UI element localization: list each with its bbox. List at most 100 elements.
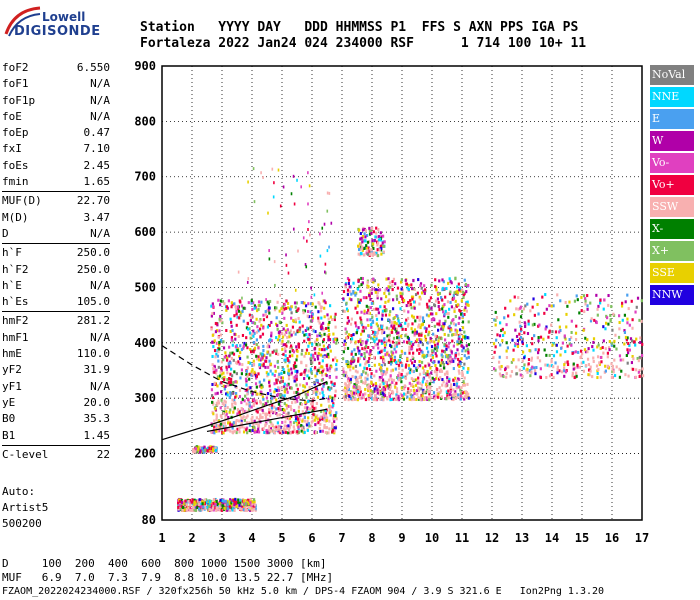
echo-point: [371, 390, 374, 394]
echo-point: [218, 374, 222, 378]
echo-point: [323, 355, 326, 359]
echo-point: [321, 365, 324, 369]
echo-point: [626, 321, 629, 325]
echo-point: [345, 394, 349, 398]
echo-point: [411, 361, 414, 365]
echo-point: [269, 427, 273, 431]
echo-point: [250, 299, 253, 303]
echo-point: [548, 304, 551, 308]
echo-point: [219, 390, 223, 394]
echo-point: [234, 420, 237, 424]
echo-point: [450, 383, 453, 387]
echo-point: [212, 498, 216, 502]
echo-point: [466, 370, 469, 374]
echo-point: [284, 430, 287, 434]
echo-point: [355, 386, 358, 390]
echo-point: [604, 364, 607, 368]
parameter-name: hmF2: [2, 314, 29, 328]
echo-point: [412, 378, 415, 382]
echo-point: [228, 345, 231, 349]
echo-point: [376, 391, 379, 395]
echo-point: [494, 318, 497, 322]
echo-point: [420, 338, 423, 342]
echo-point: [255, 399, 258, 403]
echo-point: [297, 392, 300, 396]
echo-point: [501, 327, 504, 331]
echo-point: [405, 282, 408, 286]
echo-point: [443, 314, 446, 318]
echo-point: [350, 362, 353, 366]
echo-point: [212, 345, 215, 349]
echo-point: [290, 386, 293, 390]
echo-point: [229, 429, 232, 433]
echo-point: [303, 419, 307, 423]
echo-point: [412, 278, 415, 282]
echo-point: [273, 382, 276, 386]
echo-point: [498, 334, 502, 338]
echo-point: [347, 376, 350, 380]
echo-point: [311, 408, 314, 412]
echo-point: [255, 376, 258, 380]
echo-point: [345, 362, 348, 366]
legend-entry: NoVal: [650, 65, 694, 85]
echo-point: [281, 339, 284, 343]
echo-point: [294, 365, 297, 369]
echo-point: [408, 381, 411, 385]
echo-point: [449, 355, 452, 359]
echo-point: [592, 348, 595, 352]
echo-point: [333, 419, 336, 423]
echo-point: [461, 373, 464, 377]
parameter-row: hmF1 N/A: [2, 330, 110, 346]
echo-point: [361, 381, 365, 385]
echo-point: [187, 499, 190, 503]
echo-point: [252, 321, 255, 325]
echo-point: [453, 309, 456, 313]
echo-point: [603, 298, 606, 302]
echo-point: [357, 248, 361, 252]
echo-point: [606, 351, 610, 355]
echo-point: [398, 373, 401, 377]
echo-point: [323, 332, 326, 336]
auto-version: 500200: [2, 517, 42, 530]
echo-point: [615, 347, 618, 351]
echo-point: [399, 392, 402, 396]
echo-point: [334, 338, 337, 342]
echo-point: [463, 308, 466, 312]
echo-point: [201, 500, 204, 504]
echo-point: [522, 307, 525, 311]
echo-point: [368, 293, 371, 297]
legend-entry: NNE: [650, 87, 694, 107]
echo-point: [213, 349, 217, 353]
parameter-value: N/A: [90, 330, 110, 344]
echo-point: [390, 324, 393, 328]
echo-point: [448, 393, 451, 397]
echo-point: [291, 430, 294, 434]
echo-point: [611, 328, 614, 332]
echo-point: [216, 375, 219, 379]
echo-point: [519, 373, 522, 377]
parameter-row: h`E N/A: [2, 278, 110, 294]
echo-point: [257, 307, 260, 311]
echo-point: [248, 313, 251, 317]
echo-point: [604, 321, 608, 325]
echo-point: [352, 333, 355, 337]
echo-point: [375, 251, 378, 255]
echo-point: [371, 226, 374, 230]
echo-point: [349, 368, 352, 372]
echo-point: [320, 353, 323, 357]
echo-point: [412, 370, 415, 374]
echo-point: [382, 393, 385, 397]
echo-point: [229, 408, 232, 412]
echo-point: [277, 352, 280, 356]
y-tick-label: 300: [134, 391, 156, 405]
echo-point: [366, 338, 369, 342]
echo-point: [294, 400, 297, 404]
echo-point: [225, 412, 228, 416]
echo-point: [321, 326, 324, 330]
echo-point: [231, 508, 234, 512]
echo-point: [321, 387, 324, 391]
echo-point: [319, 325, 323, 329]
parameter-panel: foF2 6.550 foF1 N/A foF1p N/A foE N/A foEp 0.47 fx…: [2, 60, 110, 463]
x-tick-label: 9: [398, 531, 405, 545]
echo-point: [303, 370, 306, 374]
